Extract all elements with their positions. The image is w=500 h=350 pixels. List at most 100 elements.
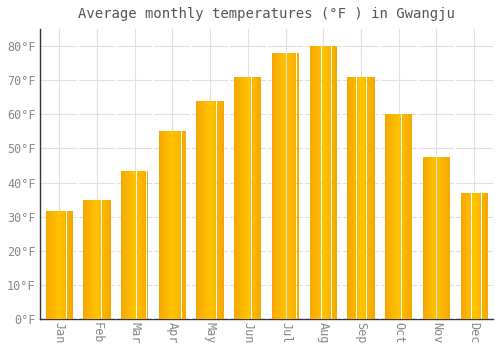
Bar — [61, 211, 62, 319]
Bar — [179, 131, 180, 319]
Bar — [244, 77, 245, 319]
Bar — [441, 157, 442, 319]
Bar — [279, 53, 280, 319]
Bar — [298, 53, 299, 319]
Bar — [466, 193, 467, 319]
Bar — [196, 101, 198, 319]
Bar — [138, 170, 139, 319]
Bar — [200, 101, 201, 319]
Bar — [51, 211, 52, 319]
Bar — [394, 114, 395, 319]
Bar — [402, 114, 404, 319]
Bar — [352, 77, 353, 319]
Bar — [273, 53, 274, 319]
Bar — [326, 46, 327, 319]
Bar — [96, 199, 97, 319]
Bar — [293, 53, 294, 319]
Bar — [170, 131, 172, 319]
Bar — [334, 46, 335, 319]
Bar — [400, 114, 402, 319]
Bar — [386, 114, 387, 319]
Bar — [142, 170, 143, 319]
Bar — [363, 77, 364, 319]
Bar — [158, 131, 160, 319]
Bar — [100, 199, 102, 319]
Bar — [470, 193, 472, 319]
Bar — [139, 170, 140, 319]
Bar — [475, 193, 476, 319]
Bar — [278, 53, 279, 319]
Bar — [290, 53, 291, 319]
Bar — [71, 211, 72, 319]
Bar — [140, 170, 141, 319]
Bar — [472, 193, 474, 319]
Bar — [349, 77, 350, 319]
Bar — [70, 211, 71, 319]
Bar — [58, 211, 59, 319]
Bar — [370, 77, 371, 319]
Bar — [465, 193, 466, 319]
Bar — [239, 77, 240, 319]
Bar — [206, 101, 208, 319]
Bar — [178, 131, 179, 319]
Bar — [141, 170, 142, 319]
Bar — [444, 157, 446, 319]
Bar — [424, 157, 426, 319]
Bar — [353, 77, 354, 319]
Bar — [328, 46, 329, 319]
Bar — [109, 199, 110, 319]
Bar — [136, 170, 138, 319]
Bar — [122, 170, 123, 319]
Bar — [107, 199, 108, 319]
Bar — [360, 77, 361, 319]
Bar — [281, 53, 282, 319]
Bar — [274, 53, 276, 319]
Bar — [169, 131, 170, 319]
Bar — [439, 157, 440, 319]
Bar — [322, 46, 324, 319]
Bar — [258, 77, 259, 319]
Bar — [259, 77, 260, 319]
Bar — [315, 46, 316, 319]
Bar — [95, 199, 96, 319]
Bar — [63, 211, 64, 319]
Bar — [254, 77, 255, 319]
Bar — [487, 193, 488, 319]
Bar — [72, 211, 73, 319]
Bar — [50, 211, 51, 319]
Bar — [289, 53, 290, 319]
Bar — [296, 53, 298, 319]
Bar — [392, 114, 394, 319]
Bar — [351, 77, 352, 319]
Bar — [216, 101, 218, 319]
Bar — [242, 77, 244, 319]
Bar — [131, 170, 132, 319]
Bar — [64, 211, 66, 319]
Bar — [316, 46, 317, 319]
Bar — [211, 101, 212, 319]
Bar — [485, 193, 486, 319]
Bar — [423, 157, 424, 319]
Bar — [66, 211, 68, 319]
Bar — [222, 101, 223, 319]
Bar — [350, 77, 351, 319]
Bar — [284, 53, 286, 319]
Bar — [476, 193, 477, 319]
Bar — [443, 157, 444, 319]
Bar — [99, 199, 100, 319]
Bar — [144, 170, 146, 319]
Bar — [174, 131, 175, 319]
Bar — [440, 157, 441, 319]
Bar — [134, 170, 136, 319]
Bar — [166, 131, 167, 319]
Bar — [486, 193, 487, 319]
Bar — [348, 77, 349, 319]
Bar — [89, 199, 90, 319]
Bar — [428, 157, 429, 319]
Bar — [236, 77, 237, 319]
Bar — [314, 46, 315, 319]
Bar — [123, 170, 124, 319]
Bar — [438, 157, 439, 319]
Bar — [480, 193, 482, 319]
Bar — [478, 193, 479, 319]
